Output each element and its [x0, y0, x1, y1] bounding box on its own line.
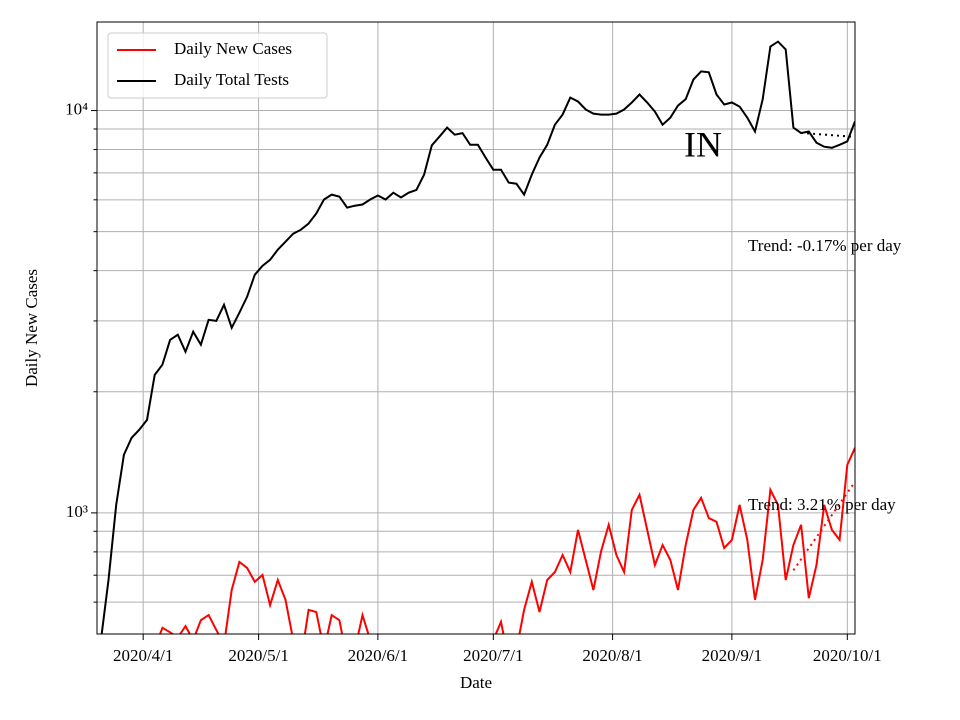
x-tick-label: 2020/6/1 — [348, 646, 408, 665]
y-tick-label: 10⁴ — [65, 99, 88, 118]
x-tick-label: 2020/5/1 — [228, 646, 288, 665]
y-tick-label: 10³ — [66, 502, 88, 521]
annotation: IN — [684, 124, 722, 164]
legend-label: Daily Total Tests — [174, 70, 289, 89]
data-line — [100, 40, 855, 634]
x-tick-label: 2020/7/1 — [463, 646, 523, 665]
y-axis-label: Daily New Cases — [22, 269, 41, 387]
x-tick-label: 2020/4/1 — [113, 646, 173, 665]
annotation: Trend: -0.17% per day — [748, 236, 902, 255]
legend-label: Daily New Cases — [174, 39, 292, 58]
plot-lines — [100, 40, 855, 634]
legend-box — [107, 32, 328, 99]
data-line — [159, 447, 855, 634]
x-tick-label: 2020/10/1 — [813, 646, 882, 665]
annotation: Trend: 3.21% per day — [748, 495, 896, 514]
plot-frame — [96, 21, 856, 635]
x-tick-label: 2020/9/1 — [702, 646, 762, 665]
x-axis-label: Date — [460, 673, 492, 692]
x-tick-label: 2020/8/1 — [582, 646, 642, 665]
